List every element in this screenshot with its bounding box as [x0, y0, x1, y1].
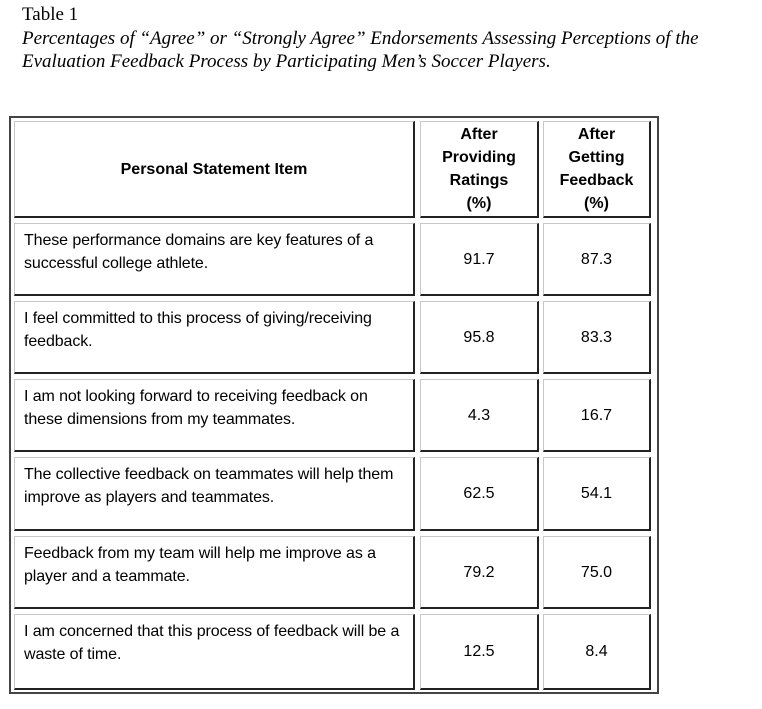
column-header-item-label: Personal Statement Item	[120, 160, 308, 178]
column-header-item: Personal Statement Item	[14, 121, 415, 218]
table-row-4-item: The collective feedback on teammates wil…	[14, 457, 415, 531]
table-row-3-after-getting: 16.7	[543, 379, 651, 452]
table-row-5-item: Feedback from my team will help me impro…	[14, 536, 415, 609]
table-row-5-after-providing: 79.2	[420, 536, 539, 609]
table-row-6-after-providing: 12.5	[420, 614, 539, 690]
table-row-4-after-getting: 54.1	[543, 457, 651, 531]
table-caption-line-1: Percentages of “Agree” or “Strongly Agre…	[22, 28, 699, 49]
table-caption-line-2: Evaluation Feedback Process by Participa…	[22, 51, 551, 72]
column-header-after-providing: After Providing Ratings (%)	[420, 121, 539, 218]
table-row-3-after-providing: 4.3	[420, 379, 539, 452]
table-row-4-after-providing: 62.5	[420, 457, 539, 531]
table-row-2-after-providing: 95.8	[420, 301, 539, 374]
table-row-5-after-getting: 75.0	[543, 536, 651, 609]
table-row-6-after-getting: 8.4	[543, 614, 651, 690]
column-header-after-getting: After Getting Feedback (%)	[543, 121, 651, 218]
table-row-3-item: I am not looking forward to receiving fe…	[14, 379, 415, 452]
column-header-after-getting-label: After Getting Feedback (%)	[559, 126, 634, 212]
table-row-1-after-getting: 87.3	[543, 223, 651, 296]
table-row-1-after-providing: 91.7	[420, 223, 539, 296]
table-row-6-item: I am concerned that this process of feed…	[14, 614, 415, 690]
table-row-1-item: These performance domains are key featur…	[14, 223, 415, 296]
table-label: Table 1	[22, 4, 79, 25]
column-header-after-providing-label: After Providing Ratings (%)	[442, 126, 516, 212]
table-row-2-item: I feel committed to this process of givi…	[14, 301, 415, 374]
table-caption: Percentages of “Agree” or “Strongly Agre…	[22, 27, 762, 73]
table-row-2-after-getting: 83.3	[543, 301, 651, 374]
